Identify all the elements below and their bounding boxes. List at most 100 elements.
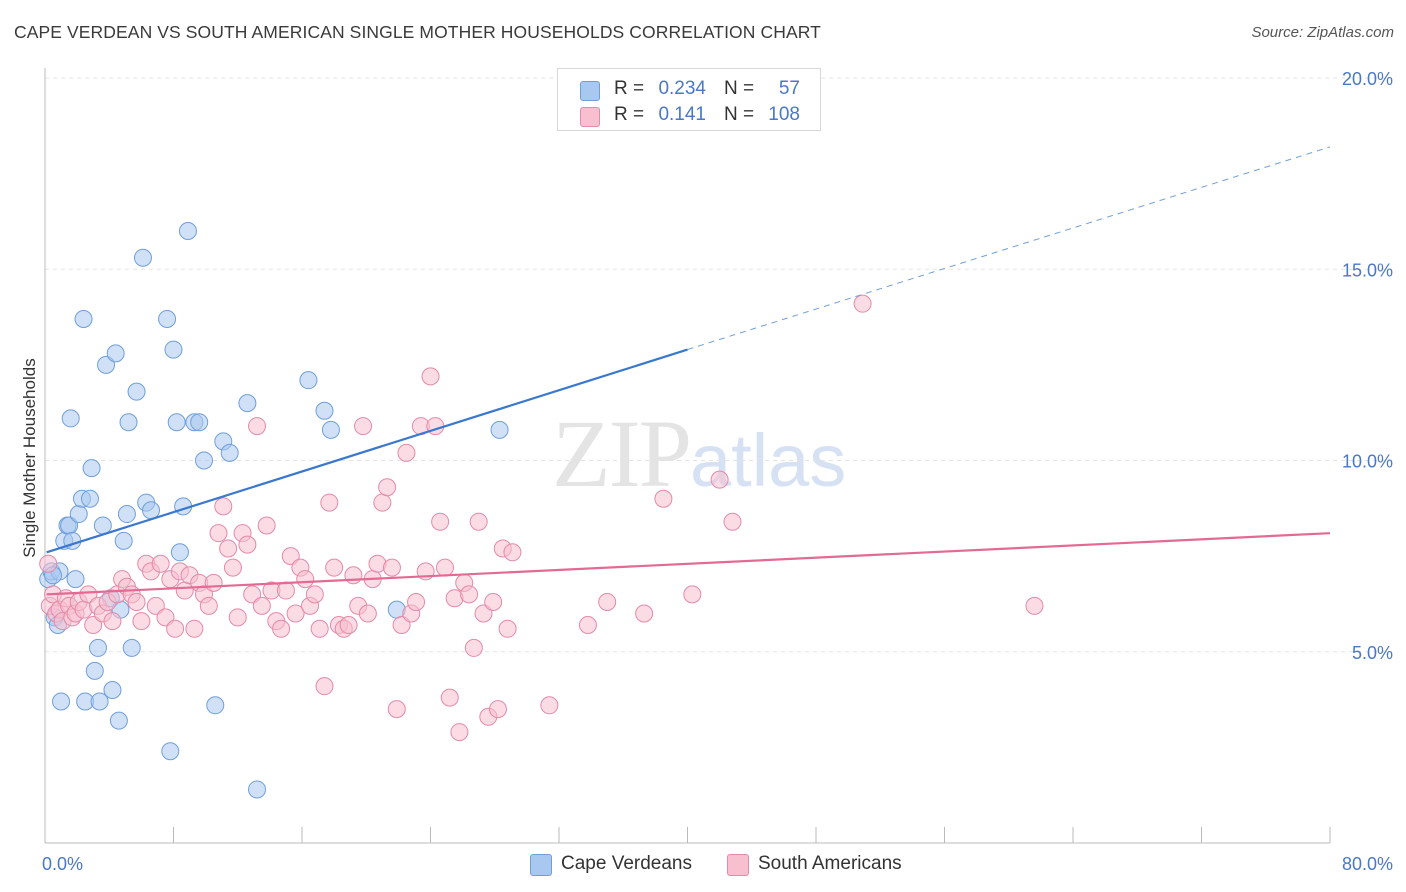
legend-label-cape-verdeans: Cape Verdeans <box>561 853 692 874</box>
legend-swatch-south-americans <box>727 854 749 876</box>
point-cape-verdeans <box>170 543 189 562</box>
point-south-americans <box>127 593 146 612</box>
point-south-americans <box>723 512 742 531</box>
point-south-americans <box>710 470 729 489</box>
n-value: 57 <box>778 78 800 99</box>
grid-lines <box>45 77 1392 653</box>
point-cape-verdeans <box>161 742 180 761</box>
point-south-americans <box>214 497 233 516</box>
legend-label-south-americans: South Americans <box>758 853 902 874</box>
point-cape-verdeans <box>80 489 99 508</box>
point-south-americans <box>498 619 517 638</box>
source-label: Source: ZipAtlas.com <box>1251 24 1394 41</box>
point-south-americans <box>223 558 242 577</box>
point-south-americans <box>272 619 291 638</box>
point-south-americans <box>382 558 401 577</box>
point-cape-verdeans <box>248 780 267 799</box>
r-label: R = <box>614 78 645 99</box>
point-south-americans <box>204 573 223 592</box>
point-south-americans <box>339 615 358 634</box>
point-cape-verdeans <box>114 531 133 550</box>
point-south-americans <box>431 512 450 531</box>
point-south-americans <box>310 619 329 638</box>
point-cape-verdeans <box>190 413 209 432</box>
point-south-americans <box>151 554 170 573</box>
point-south-americans <box>354 417 373 436</box>
point-south-americans <box>484 593 503 612</box>
x-tick-label: 0.0% <box>42 854 83 874</box>
point-south-americans <box>407 593 426 612</box>
point-cape-verdeans <box>90 692 109 711</box>
stats-legend: R = 0.234 N = 57 R = 0.141 N = 108 <box>557 68 821 131</box>
point-cape-verdeans <box>315 401 334 420</box>
point-south-americans <box>598 593 617 612</box>
point-south-americans <box>635 604 654 623</box>
y-tick-label: 15.0% <box>1342 260 1393 280</box>
point-cape-verdeans <box>195 451 214 470</box>
point-cape-verdeans <box>106 344 125 363</box>
legend-swatch-cape-verdeans <box>530 854 552 876</box>
point-south-americans <box>578 615 597 634</box>
point-south-americans <box>315 677 334 696</box>
tick-labels: 5.0% 10.0% 15.0% 20.0% 0.0% 80.0% <box>42 69 1393 874</box>
point-cape-verdeans <box>122 638 141 657</box>
point-south-americans <box>276 581 295 600</box>
point-cape-verdeans <box>74 309 93 328</box>
point-cape-verdeans <box>127 382 146 401</box>
point-cape-verdeans <box>321 420 340 439</box>
n-value: 108 <box>768 104 800 125</box>
watermark-zip: ZIP <box>552 400 692 507</box>
point-south-americans <box>296 570 315 589</box>
point-cape-verdeans <box>299 371 318 390</box>
y-tick-label: 10.0% <box>1342 452 1393 472</box>
point-south-americans <box>435 558 454 577</box>
n-label: N = <box>724 78 755 99</box>
point-cape-verdeans <box>85 661 104 680</box>
point-cape-verdeans <box>117 505 136 524</box>
point-south-americans <box>488 700 507 719</box>
r-value: 0.234 <box>658 78 706 99</box>
point-cape-verdeans <box>167 413 186 432</box>
point-cape-verdeans <box>220 443 239 462</box>
point-south-americans <box>469 512 488 531</box>
stats-row-south-americans: R = 0.141 N = 108 <box>558 101 820 129</box>
point-cape-verdeans <box>52 692 71 711</box>
point-south-americans <box>853 294 872 313</box>
trend-lines <box>46 146 1331 596</box>
point-cape-verdeans <box>82 459 101 478</box>
point-south-americans <box>79 585 98 604</box>
point-south-americans <box>421 367 440 386</box>
point-cape-verdeans <box>109 711 128 730</box>
point-south-americans <box>397 443 416 462</box>
point-south-americans <box>132 612 151 631</box>
point-south-americans <box>248 417 267 436</box>
point-south-americans <box>219 539 238 558</box>
point-south-americans <box>228 608 247 627</box>
y-tick-label: 20.0% <box>1342 69 1393 89</box>
point-south-americans <box>185 619 204 638</box>
point-cape-verdeans <box>119 413 138 432</box>
point-south-americans <box>39 554 58 573</box>
point-south-americans <box>683 585 702 604</box>
point-south-americans <box>325 558 344 577</box>
point-cape-verdeans <box>158 309 177 328</box>
point-south-americans <box>320 493 339 512</box>
point-south-americans <box>373 493 392 512</box>
point-cape-verdeans <box>238 394 257 413</box>
legend-swatch-south-americans <box>580 107 600 127</box>
legend-swatch-cape-verdeans <box>580 81 600 101</box>
x-tick-label: 80.0% <box>1342 854 1393 874</box>
point-south-americans <box>252 596 271 615</box>
point-south-americans <box>344 566 363 585</box>
point-cape-verdeans <box>178 222 197 240</box>
y-tick-label: 5.0% <box>1352 643 1393 663</box>
point-south-americans <box>156 608 175 627</box>
point-south-americans <box>84 615 103 634</box>
point-south-americans <box>464 638 483 657</box>
point-south-americans <box>450 723 469 742</box>
n-label: N = <box>724 104 755 125</box>
series-legend: Cape Verdeans South Americans <box>0 852 1406 878</box>
watermark: ZIPatlas <box>552 398 846 509</box>
point-south-americans <box>392 615 411 634</box>
